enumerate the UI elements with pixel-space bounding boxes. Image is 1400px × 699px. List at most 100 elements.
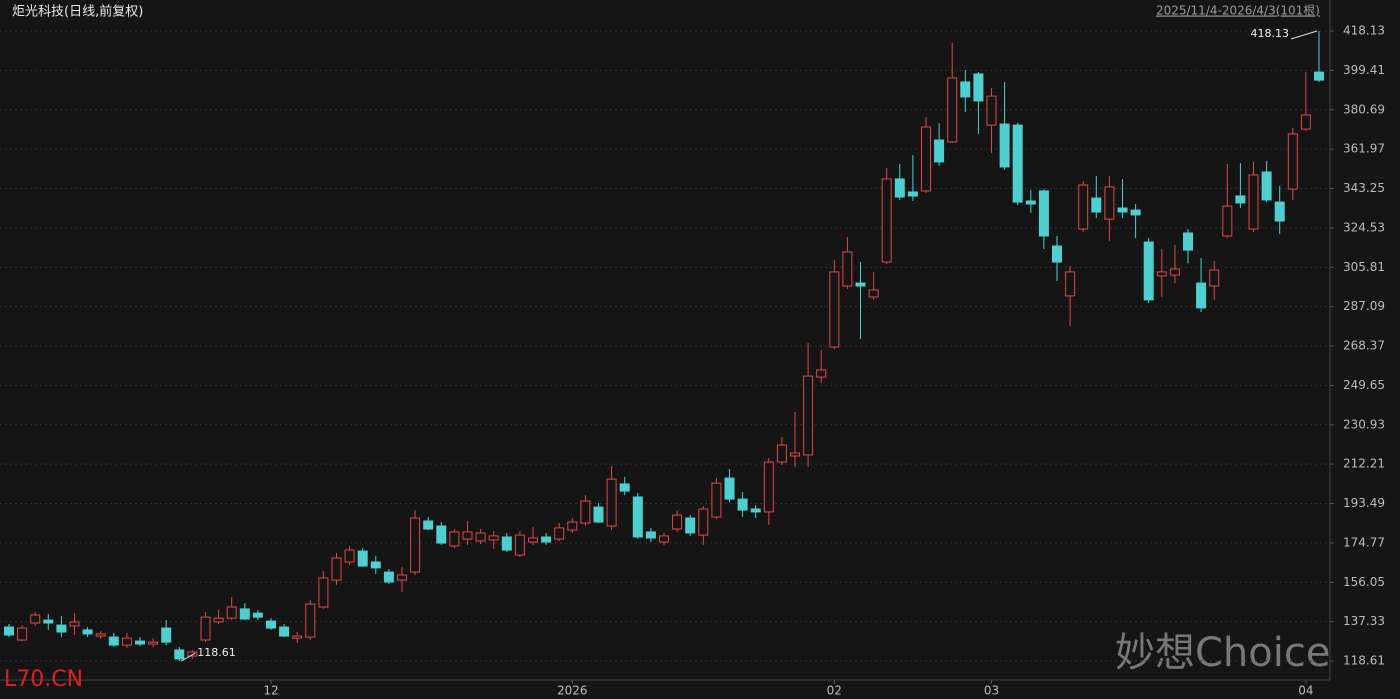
candle-body-down: [501, 536, 512, 551]
candle-body-up: [868, 289, 879, 298]
candle-body-up: [881, 178, 892, 263]
candle-body-down: [266, 620, 276, 629]
candle-body-down: [239, 608, 250, 620]
candle-body-down: [593, 506, 604, 523]
y-tick-label: 287.09: [1343, 299, 1385, 313]
candle-body-down: [174, 649, 185, 660]
candle-body-up: [344, 549, 355, 563]
candle-body-down: [279, 626, 290, 637]
source: L70.CN: [4, 667, 83, 692]
candle-body-down: [973, 73, 984, 102]
chart-title: 炬光科技(日线,前复权): [12, 4, 143, 20]
candle-body-down: [1117, 207, 1128, 213]
y-tick-label: 380.69: [1343, 102, 1385, 116]
annotation-label: 118.61: [197, 646, 236, 659]
candle-body-up: [829, 271, 840, 348]
candle-body-up: [318, 577, 329, 608]
candle-body-up: [121, 637, 132, 646]
candle-body-down: [1143, 241, 1154, 301]
candle-body-down: [1130, 209, 1141, 216]
candle-body-down: [855, 282, 866, 287]
candle-body-down: [383, 571, 394, 583]
y-tick-label: 230.93: [1343, 417, 1385, 431]
candle-body-down: [1274, 201, 1285, 222]
candle-body-up: [514, 534, 525, 556]
candle-body-down: [436, 525, 447, 544]
candle-body-up: [776, 444, 787, 463]
candle-body-up: [200, 616, 211, 641]
candle-body-down: [108, 636, 119, 646]
candle-body-up: [842, 251, 853, 287]
candle-body-up: [1065, 271, 1076, 297]
candle-body-down: [56, 624, 67, 633]
candle-body-down: [907, 191, 918, 197]
x-tick-label: 2026: [557, 684, 588, 698]
candle-body-down: [1025, 200, 1036, 205]
candle-body-up: [1104, 186, 1115, 220]
candle-body-down: [43, 619, 54, 624]
candle-body-up: [187, 651, 198, 657]
candle-body-up: [305, 603, 316, 638]
y-tick-label: 268.37: [1343, 339, 1385, 353]
y-tick-label: 418.13: [1343, 24, 1385, 38]
annotation-arrow: [181, 652, 196, 662]
candle-body-down: [632, 496, 643, 538]
candle-body-down: [357, 550, 368, 567]
candle-body-up: [1209, 269, 1220, 287]
candle-body-down: [960, 81, 971, 98]
candle-body-down: [1091, 197, 1102, 213]
candle-body-up: [803, 375, 814, 456]
candle-body-up: [475, 532, 486, 542]
candle-body-up: [606, 478, 617, 527]
y-tick-label: 137.33: [1343, 614, 1385, 628]
watermark: 妙想Choice: [1115, 630, 1330, 676]
x-tick-label: 03: [984, 684, 999, 698]
y-tick-label: 212.21: [1343, 457, 1385, 471]
candle-body-down: [1261, 171, 1272, 201]
candle-body-up: [331, 557, 342, 581]
candle-body-up: [148, 641, 159, 645]
annotation-arrow: [1290, 30, 1318, 40]
candle-body-down: [645, 531, 656, 539]
candle-body-up: [790, 452, 800, 457]
candle-body-down: [934, 139, 945, 163]
candle-body-down: [1314, 71, 1324, 81]
y-tick-label: 305.81: [1343, 260, 1385, 274]
candle-body-up: [567, 521, 578, 531]
candle-body-up: [1156, 271, 1167, 277]
candle-body-down: [135, 640, 145, 645]
candle-body-down: [1183, 232, 1193, 251]
candle-body-up: [986, 95, 997, 126]
y-tick-label: 193.49: [1343, 496, 1385, 510]
x-tick-label: 04: [1298, 684, 1313, 698]
y-tick-label: 399.41: [1343, 63, 1385, 77]
y-tick-label: 343.25: [1343, 181, 1385, 195]
candle-body-down: [685, 517, 696, 534]
candle-body-down: [1038, 190, 1049, 237]
candle-body-up: [816, 369, 827, 378]
candle-body-up: [554, 527, 565, 540]
candle-body-down: [894, 178, 905, 198]
candle-body-up: [1078, 184, 1089, 230]
candle-body-up: [488, 535, 499, 541]
x-tick-label: 02: [827, 684, 842, 698]
candle-body-down: [82, 629, 93, 635]
candle-body-down: [999, 123, 1010, 168]
candle-body-down: [4, 626, 14, 636]
candle-body-down: [1012, 124, 1023, 203]
candle-body-up: [397, 574, 407, 581]
y-tick-label: 156.05: [1343, 575, 1385, 589]
annotation-label: 418.13: [1251, 27, 1290, 40]
candle-body-up: [1287, 133, 1298, 190]
candle-body-up: [449, 531, 460, 547]
y-tick-label: 118.61: [1343, 654, 1385, 668]
candle-body-up: [672, 514, 683, 530]
candle-body-up: [528, 537, 538, 543]
candle-body-down: [724, 477, 735, 500]
candle-body-down: [252, 612, 263, 618]
candle-body-up: [947, 77, 958, 143]
candle-body-up: [580, 500, 591, 524]
candle-body-down: [750, 508, 761, 513]
candle-body-up: [226, 606, 237, 619]
